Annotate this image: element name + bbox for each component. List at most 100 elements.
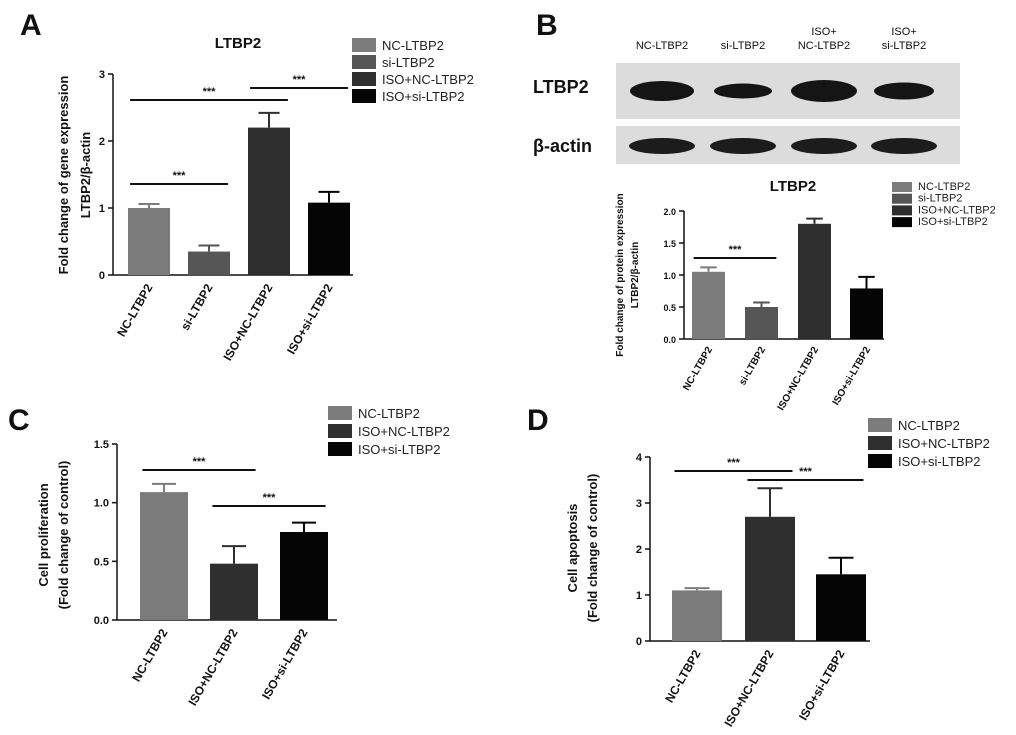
legend-swatch	[892, 182, 912, 192]
legend-swatch	[892, 205, 912, 216]
category-label: ISO+NC-LTBP2	[220, 281, 275, 363]
category-label: NC-LTBP2	[662, 647, 704, 705]
y-axis-label: Fold change of protein expression	[615, 193, 626, 356]
significance-label: ***	[173, 170, 187, 182]
bar-si-ltbp2	[745, 307, 778, 339]
blot-band-ltbp2	[791, 80, 857, 102]
blot-band-ltbp2	[874, 82, 934, 100]
significance-label: ***	[727, 457, 741, 469]
y-tick-label: 4	[636, 452, 643, 464]
y-tick-label: 1.5	[94, 439, 109, 451]
bar-iso-si-ltbp2	[280, 532, 328, 620]
panel-c: C Cell proliferation (Fold change of contr…	[8, 404, 450, 708]
y-axis-label: Cell apoptosis	[565, 504, 580, 593]
legend-swatch	[328, 442, 352, 456]
legend-label: ISO+NC-LTBP2	[358, 424, 450, 439]
significance-label: ***	[263, 492, 277, 504]
legend-label: si-LTBP2	[918, 193, 962, 205]
legend-swatch	[868, 436, 892, 450]
legend-swatch	[352, 72, 376, 86]
legend-label: NC-LTBP2	[918, 181, 970, 193]
legend-label: ISO+NC-LTBP2	[898, 436, 990, 451]
category-label: si-LTBP2	[178, 281, 216, 333]
y-tick-label: 0.5	[94, 556, 109, 568]
chart-title: LTBP2	[770, 178, 816, 195]
legend-swatch	[352, 89, 376, 103]
y-tick-label: 0.0	[663, 335, 676, 345]
blot-lane-header: NC-LTBP2	[636, 40, 688, 52]
panel-letter: A	[20, 9, 42, 42]
y-tick-label: 2	[636, 544, 642, 556]
blot-lane-header: ISO+	[811, 26, 836, 38]
category-label: ISO+si-LTBP2	[259, 626, 311, 702]
legend-swatch	[328, 424, 352, 438]
blot-lane-header: si-LTBP2	[721, 40, 765, 52]
significance-label: ***	[193, 456, 207, 468]
category-label: NC-LTBP2	[681, 345, 715, 393]
y-axis-label-secondary: (Fold change of control)	[585, 474, 600, 623]
legend-label: ISO+si-LTBP2	[358, 442, 440, 457]
bar-nc-ltbp2	[140, 492, 188, 620]
category-label: ISO+NC-LTBP2	[721, 647, 776, 729]
blot-row-label: β-actin	[533, 136, 592, 156]
blot-band-actin	[791, 138, 857, 154]
panel-b: B LTBP2 Fold change of protein expression L…	[536, 9, 996, 413]
blot-lane-header: si-LTBP2	[882, 40, 926, 52]
bar-nc-ltbp2	[692, 271, 725, 339]
legend-swatch	[868, 454, 892, 468]
legend-label: ISO+si-LTBP2	[918, 216, 988, 228]
category-label: NC-LTBP2	[129, 626, 171, 684]
bar-nc-ltbp2	[128, 208, 170, 275]
y-tick-label: 0	[636, 636, 642, 648]
y-tick-label: 2.0	[663, 207, 676, 217]
bar-iso-nc-ltbp2	[798, 223, 831, 339]
y-tick-label: 3	[636, 498, 642, 510]
legend-label: ISO+si-LTBP2	[382, 89, 464, 104]
chart-title: LTBP2	[215, 35, 261, 52]
y-axis-label: Cell proliferation	[36, 483, 51, 586]
y-tick-label: 2	[99, 136, 105, 148]
legend-swatch	[328, 406, 352, 420]
y-tick-label: 1.0	[663, 271, 676, 281]
category-label: ISO+si-LTBP2	[831, 345, 874, 408]
y-axis-label: Fold change of gene expression	[56, 76, 71, 275]
legend-swatch	[352, 38, 376, 52]
y-tick-label: 0.0	[94, 615, 109, 627]
y-tick-label: 1	[636, 590, 642, 602]
blot-band-actin	[710, 138, 776, 154]
y-tick-label: 1	[99, 203, 105, 215]
blot-lane-header: ISO+	[891, 26, 916, 38]
bar-iso-nc-ltbp2	[210, 563, 258, 620]
bar-iso-nc-ltbp2	[248, 127, 290, 275]
western-blot: NC-LTBP2 si-LTBP2 ISO+ NC-LTBP2 ISO+ si-LTBP2…	[533, 26, 960, 164]
y-tick-label: 0.5	[663, 303, 676, 313]
legend-label: NC-LTBP2	[898, 418, 960, 433]
category-label: ISO+si-LTBP2	[796, 647, 848, 723]
blot-lane-header: NC-LTBP2	[798, 40, 850, 52]
category-label: ISO+NC-LTBP2	[776, 345, 822, 413]
blot-band-actin	[871, 138, 937, 154]
y-tick-label: 1.0	[94, 498, 109, 510]
bar-iso-si-ltbp2	[816, 574, 866, 641]
legend-label: NC-LTBP2	[382, 38, 444, 53]
panel-letter: C	[8, 404, 30, 437]
blot-band-ltbp2	[630, 81, 694, 101]
legend-label: ISO+NC-LTBP2	[918, 204, 996, 216]
blot-band-actin	[629, 138, 695, 154]
bar-nc-ltbp2	[672, 590, 722, 641]
significance-label: ***	[799, 466, 813, 478]
category-label: si-LTBP2	[737, 345, 768, 388]
panel-d: D Cell apoptosis (Fold change of control) 0…	[527, 404, 990, 729]
category-label: NC-LTBP2	[114, 281, 156, 339]
significance-label: ***	[203, 86, 217, 98]
bar-iso-si-ltbp2	[308, 202, 350, 275]
legend-label: ISO+si-LTBP2	[898, 454, 980, 469]
y-axis-label-secondary: LTBP2/β-actin	[78, 132, 93, 218]
y-tick-label: 1.5	[663, 239, 676, 249]
blot-row-label: LTBP2	[533, 77, 589, 97]
panel-a: A LTBP2 Fold change of gene expression LTBP…	[20, 9, 474, 363]
legend-swatch	[892, 217, 912, 228]
y-tick-label: 3	[99, 69, 105, 81]
y-axis-label-secondary: LTBP2/β-actin	[630, 242, 641, 308]
